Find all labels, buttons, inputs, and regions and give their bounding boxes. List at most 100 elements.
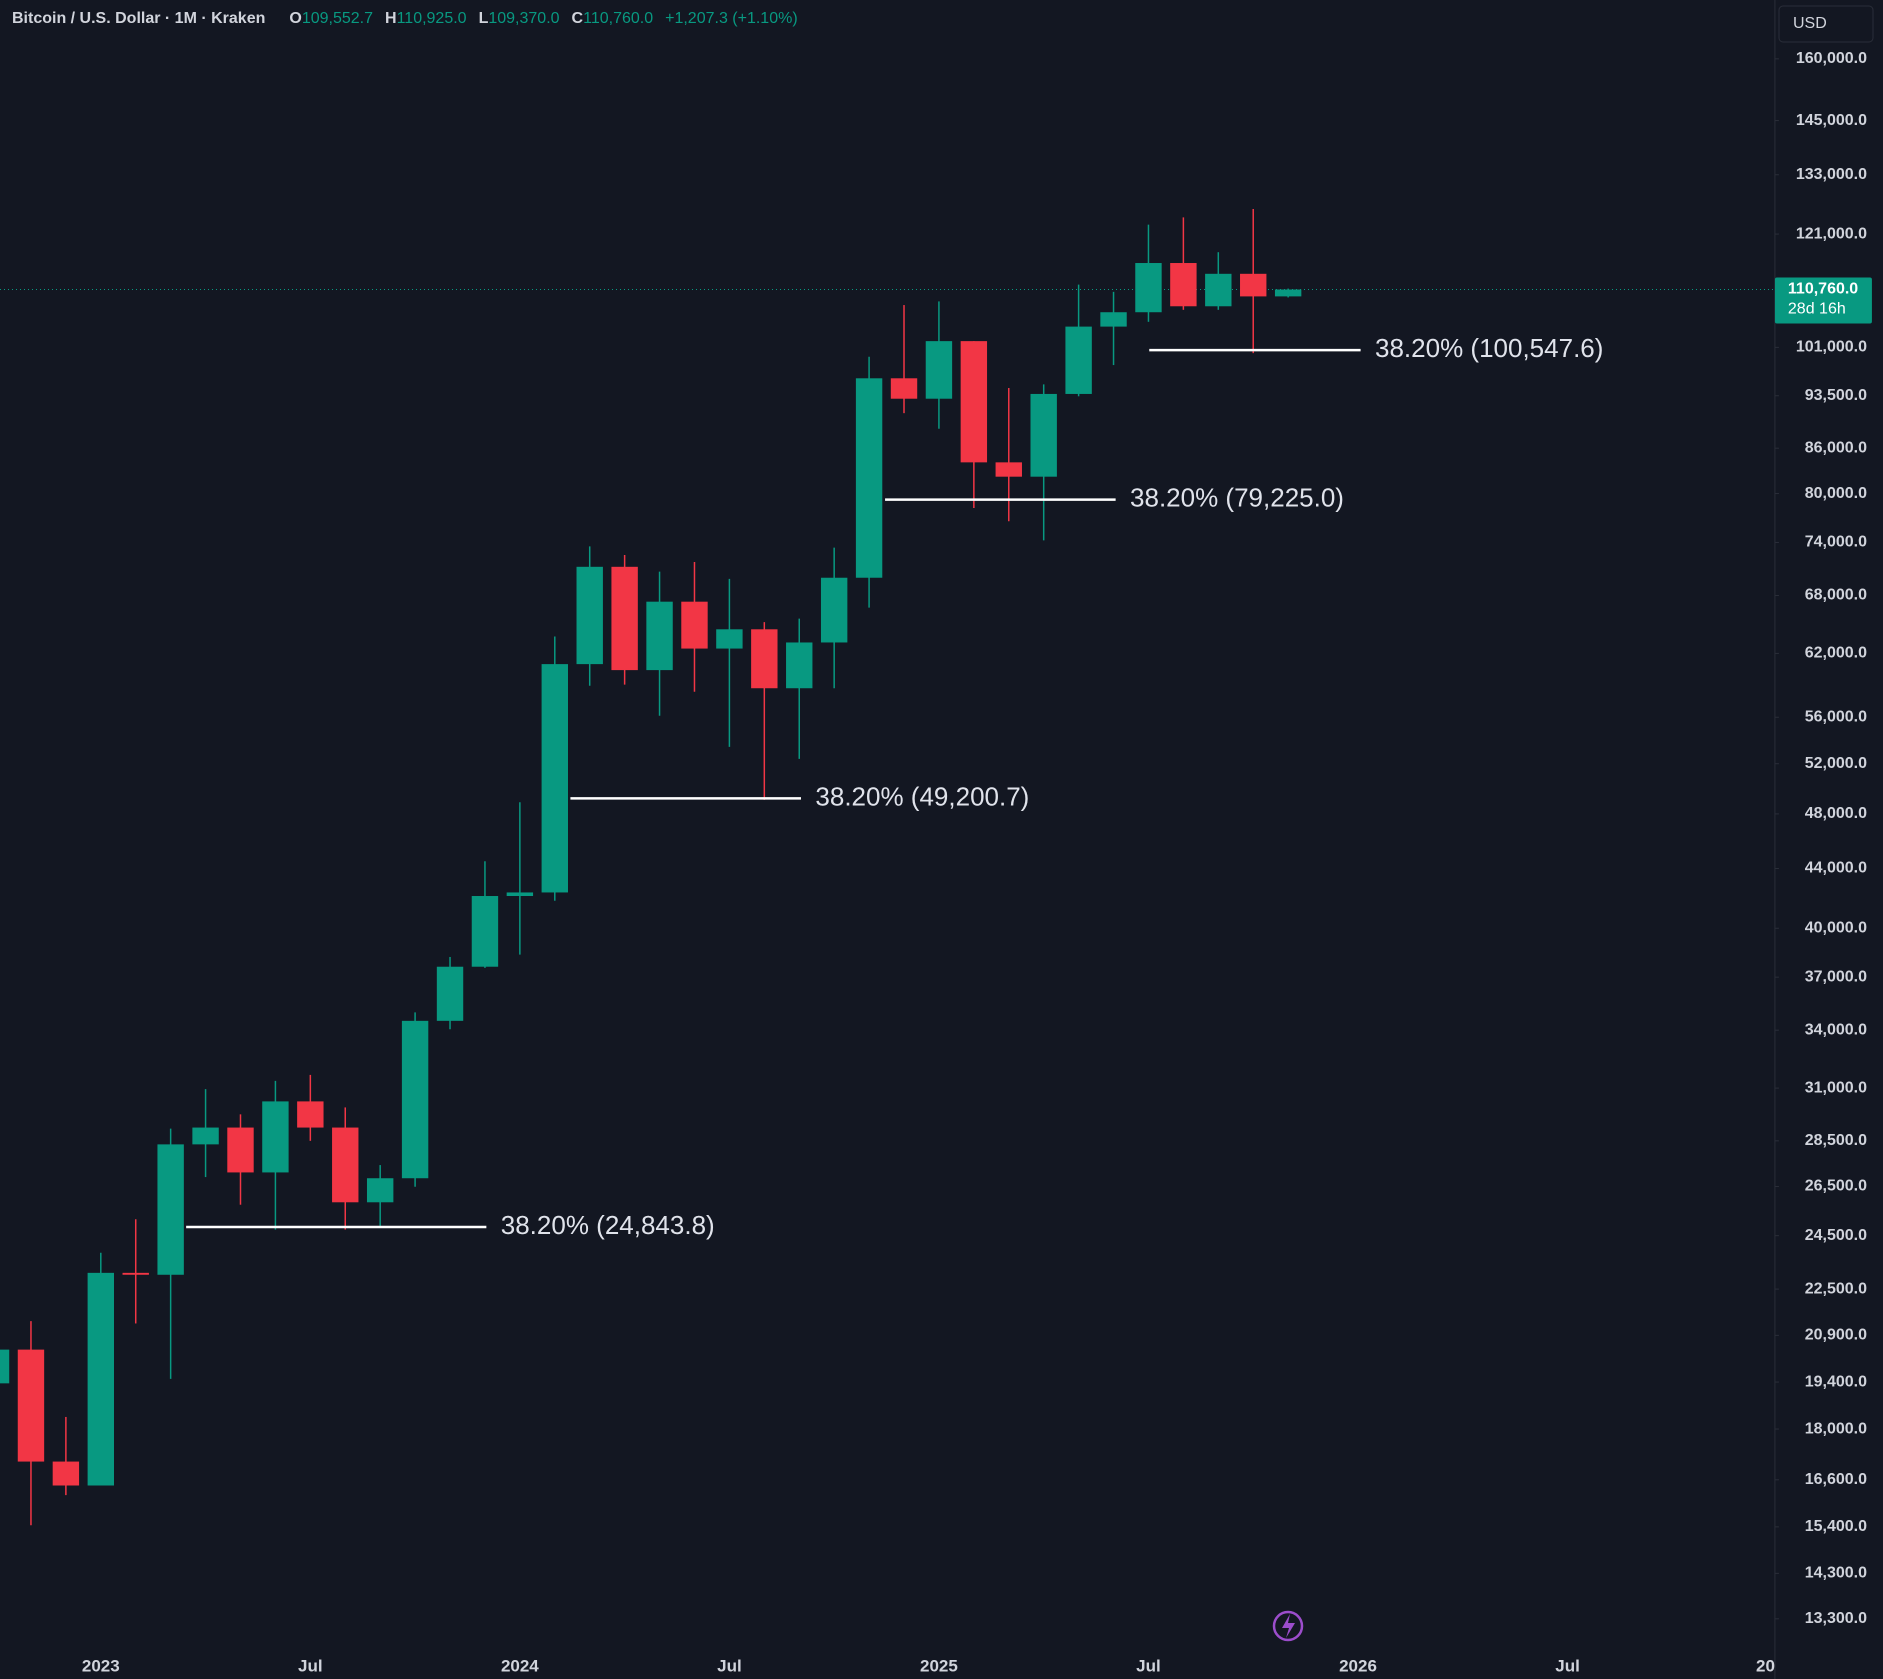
- y-tick-label: 160,000.0: [1796, 50, 1867, 67]
- candle-body: [87, 1272, 115, 1486]
- candle-body: [960, 341, 988, 463]
- x-tick-label: 20: [1756, 1656, 1775, 1675]
- candle-body: [716, 629, 743, 649]
- candle-body: [786, 642, 813, 689]
- x-tick-label: Jul: [717, 1656, 742, 1675]
- y-tick-label: 37,000.0: [1805, 968, 1867, 985]
- y-tick-label: 93,500.0: [1805, 387, 1867, 404]
- y-tick-label: 18,000.0: [1805, 1420, 1867, 1437]
- fib-level-label: 38.20% (49,200.7): [815, 781, 1029, 811]
- x-tick-label: Jul: [1136, 1656, 1161, 1675]
- fib-level-label: 38.20% (100,547.6): [1375, 333, 1603, 363]
- candle-body: [1240, 273, 1267, 297]
- ohlc-key: C: [571, 10, 584, 27]
- candle-body: [1205, 273, 1232, 307]
- y-tick-label: 40,000.0: [1805, 919, 1867, 936]
- y-tick-label: 31,000.0: [1805, 1079, 1867, 1096]
- candle-body: [297, 1101, 324, 1128]
- candle-body: [17, 1349, 45, 1462]
- ohlc-value: 110,925.0: [396, 10, 467, 27]
- symbol-header: Bitcoin / U.S. Dollar · 1M · Kraken O 109…: [12, 10, 798, 28]
- y-tick-label: 62,000.0: [1805, 645, 1867, 662]
- current-price-label: 110,760.0: [1788, 281, 1858, 298]
- current-price-tag: [1774, 277, 1872, 324]
- candle-body: [611, 566, 638, 671]
- candle-body: [471, 896, 499, 967]
- candle-body: [52, 1461, 80, 1486]
- candle-body: [122, 1272, 149, 1275]
- y-tick-label: 121,000.0: [1796, 225, 1867, 242]
- y-tick-label: 20,900.0: [1805, 1327, 1867, 1344]
- y-tick-label: 145,000.0: [1796, 112, 1867, 129]
- y-tick-label: 34,000.0: [1805, 1021, 1867, 1038]
- ohlc-key: H: [385, 10, 397, 27]
- fib-level-label: 38.20% (24,843.8): [501, 1210, 715, 1240]
- x-tick-label: 2023: [82, 1656, 120, 1675]
- price-change: +1,207.3 (+1.10%): [665, 10, 798, 27]
- candle-body: [262, 1101, 289, 1173]
- y-tick-label: 22,500.0: [1805, 1280, 1867, 1297]
- y-tick-label: 86,000.0: [1805, 439, 1867, 456]
- countdown-label: 28d 16h: [1788, 301, 1846, 318]
- candle-body: [157, 1144, 184, 1275]
- candle-body: [1065, 326, 1092, 394]
- x-tick-label: 2025: [920, 1656, 958, 1675]
- y-tick-label: 44,000.0: [1805, 860, 1867, 877]
- candle-body: [995, 462, 1022, 477]
- candle-body: [227, 1127, 254, 1173]
- x-tick-label: Jul: [1555, 1656, 1580, 1675]
- candle-body: [541, 664, 568, 893]
- candle-body: [890, 378, 918, 399]
- candle-body: [332, 1127, 359, 1203]
- candle-body: [192, 1127, 219, 1145]
- y-tick-label: 28,500.0: [1805, 1132, 1867, 1149]
- y-tick-label: 80,000.0: [1805, 485, 1867, 502]
- candle-body: [1100, 312, 1127, 327]
- candle-body: [1170, 263, 1197, 307]
- ohlc-value: 109,370.0: [488, 10, 560, 27]
- price-axis: 160,000.0 145,000.0 133,000.0 121,000.0 101,…: [1774, 0, 1883, 1679]
- y-tick-label: 16,600.0: [1805, 1471, 1867, 1488]
- y-tick-label: 101,000.0: [1796, 339, 1867, 356]
- symbol-title[interactable]: Bitcoin / U.S. Dollar · 1M · Kraken: [12, 10, 266, 27]
- y-tick-label: 48,000.0: [1805, 805, 1867, 822]
- x-tick-label: 2024: [501, 1656, 539, 1675]
- x-tick-label: 2026: [1339, 1656, 1377, 1675]
- x-tick-label: Jul: [298, 1656, 323, 1675]
- candle-body: [681, 601, 708, 649]
- candle-body: [0, 1349, 10, 1384]
- ohlc-value: 109,552.7: [301, 10, 374, 27]
- plot-area: 38.20% (24,843.8) 38.20% (49,200.7) 38.20%…: [0, 208, 1775, 1526]
- y-tick-label: 24,500.0: [1805, 1227, 1867, 1244]
- currency-label[interactable]: USD: [1793, 15, 1827, 32]
- candle-body: [820, 577, 848, 643]
- candle-body: [401, 1020, 429, 1179]
- ohlc-value: 110,760.0: [583, 10, 654, 27]
- candle-body: [751, 629, 778, 689]
- y-tick-label: 52,000.0: [1805, 755, 1867, 772]
- currency-button[interactable]: [1778, 5, 1874, 43]
- candle-body: [1135, 263, 1162, 313]
- candle-body: [925, 341, 953, 399]
- y-tick-label: 26,500.0: [1805, 1178, 1867, 1195]
- candle-body: [576, 566, 603, 665]
- assistant-icon[interactable]: [1272, 1610, 1304, 1642]
- candle-body: [366, 1178, 394, 1203]
- candle-body: [1274, 289, 1302, 297]
- y-tick-label: 13,300.0: [1805, 1610, 1867, 1627]
- y-tick-label: 133,000.0: [1796, 166, 1867, 183]
- y-tick-label: 19,400.0: [1805, 1373, 1867, 1390]
- fib-level-label: 38.20% (79,225.0): [1130, 483, 1344, 513]
- y-tick-label: 56,000.0: [1805, 708, 1867, 725]
- candle-body: [436, 966, 464, 1021]
- candle-body: [855, 378, 883, 578]
- candle-body: [646, 601, 673, 671]
- y-tick-label: 14,300.0: [1805, 1565, 1867, 1582]
- candle-body: [506, 892, 534, 897]
- y-tick-label: 68,000.0: [1805, 587, 1867, 604]
- ohlc-key: O: [289, 10, 302, 27]
- candle-body: [1030, 393, 1057, 477]
